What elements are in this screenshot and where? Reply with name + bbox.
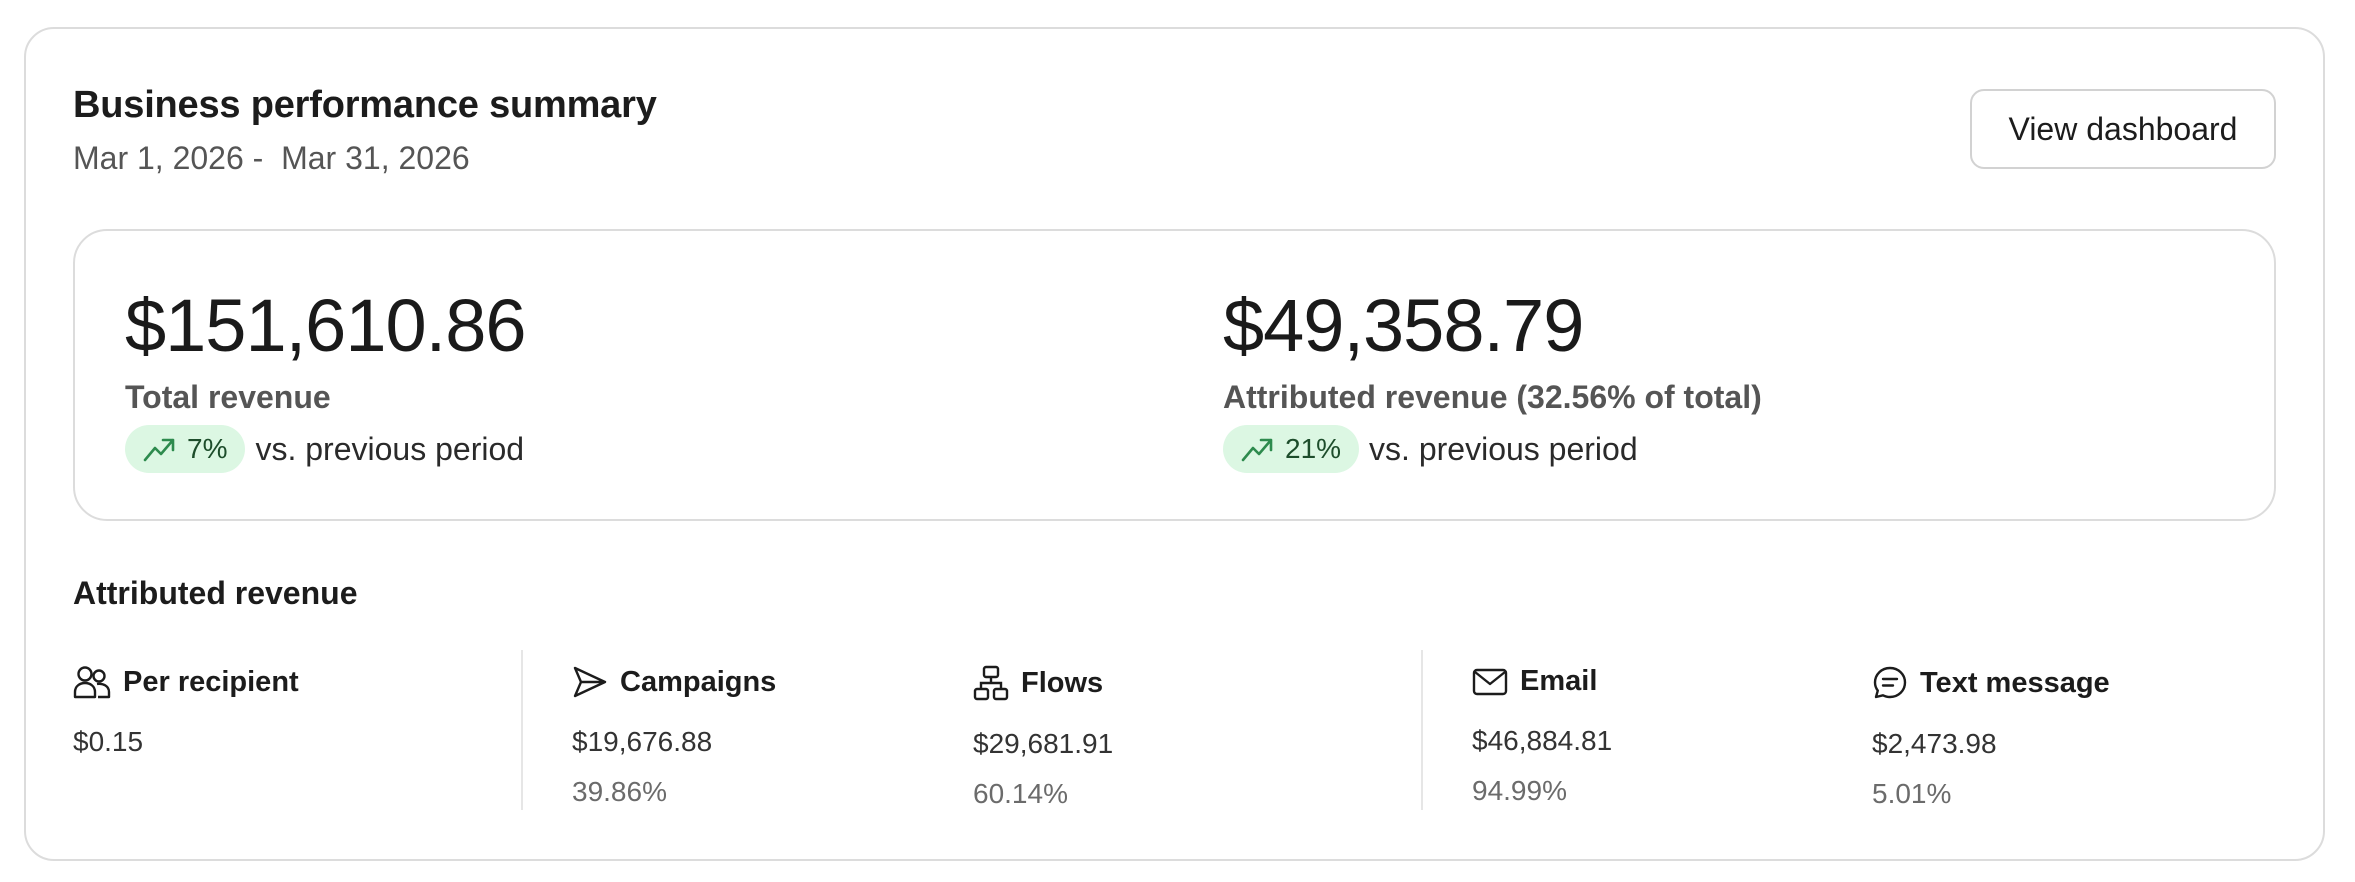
people-icon [73, 665, 111, 699]
change-value: 21% [1285, 433, 1342, 464]
stat-percent: 94.99% [1472, 775, 1567, 806]
stat-header: Text message [1872, 665, 2110, 701]
send-icon [572, 665, 608, 699]
stat-label: Email [1520, 665, 1598, 697]
view-dashboard-button[interactable]: View dashboard [1970, 89, 2276, 169]
card-title: Business performance summary [73, 84, 657, 126]
stat-value: $29,681.91 [973, 728, 1114, 759]
stat-label: Text message [1920, 666, 2110, 699]
attributed-revenue-amount: $49,358.79 [1223, 284, 1584, 367]
change-suffix: vs. previous period [1369, 430, 1638, 467]
stat-percent: 60.14% [973, 778, 1068, 809]
stat-value: $2,473.98 [1872, 728, 1997, 759]
change-suffix: vs. previous period [255, 430, 525, 467]
flows-stat: Flows $29,681.91 60.14% [973, 665, 1113, 810]
stat-label: Flows [1021, 666, 1104, 699]
total-revenue-amount: $151,610.86 [125, 284, 527, 367]
stat-label: Campaigns [620, 665, 777, 698]
flow-icon [973, 665, 1009, 701]
message-icon [1872, 665, 1908, 701]
stat-percent: 5.01% [1872, 778, 1952, 809]
business-performance-card [24, 27, 2325, 861]
stat-header: Email [1472, 665, 1612, 698]
attributed-revenue-label: Attributed revenue (32.56% of total) [1223, 379, 1762, 415]
change-value: 7% [187, 433, 228, 464]
trend-up-icon [1241, 436, 1275, 462]
trend-up-icon [143, 436, 177, 462]
stat-header: Per recipient [73, 665, 299, 699]
change-badge: 7% [125, 425, 246, 473]
stat-header: Campaigns [572, 665, 776, 699]
per-recipient-stat: Per recipient $0.15 [73, 665, 299, 758]
revenue-summary-panel: $151,610.86 Total revenue 7% vs. previou… [73, 229, 2276, 521]
stat-header: Flows [973, 665, 1113, 701]
stat-value: $46,884.81 [1472, 725, 1613, 756]
stat-percent: 39.86% [572, 776, 667, 807]
total-revenue-label: Total revenue [125, 379, 331, 415]
attributed-revenue-change: 21% vs. previous period [1223, 425, 1638, 473]
date-range: Mar 1, 2026 - Mar 31, 2026 [73, 140, 470, 176]
change-badge: 21% [1223, 425, 1360, 473]
stat-value: $19,676.88 [572, 726, 713, 757]
mail-icon [1472, 667, 1508, 697]
stat-value: $0.15 [73, 726, 144, 757]
email-stat: Email $46,884.81 94.99% [1472, 665, 1612, 807]
campaigns-stat: Campaigns $19,676.88 39.86% [572, 665, 776, 808]
total-revenue-change: 7% vs. previous period [125, 425, 524, 473]
stat-label: Per recipient [123, 665, 299, 698]
column-divider [1421, 650, 1423, 810]
attributed-revenue-heading: Attributed revenue [73, 575, 358, 611]
text-message-stat: Text message $2,473.98 5.01% [1872, 665, 2110, 810]
column-divider [521, 650, 523, 810]
